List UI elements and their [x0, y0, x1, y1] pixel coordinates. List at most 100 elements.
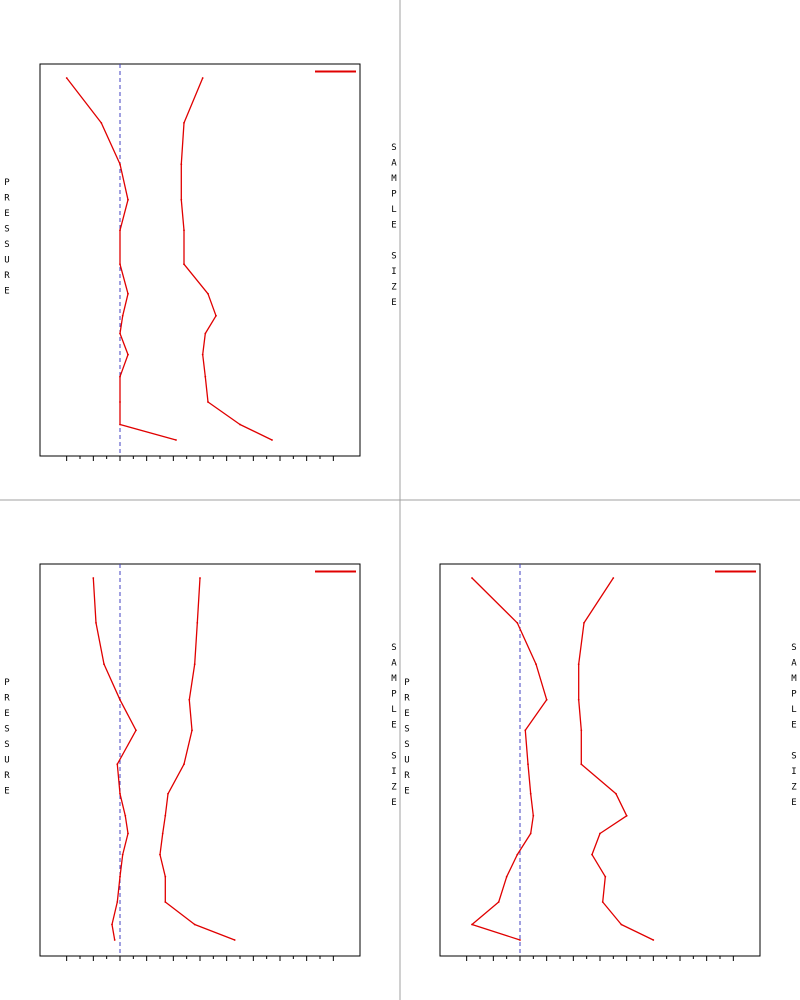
y2-axis-label-letter: A [391, 659, 397, 669]
y-axis-label-letter: R [4, 694, 10, 704]
y2-axis-label-letter: S [391, 752, 396, 762]
data-point-bias [119, 332, 121, 335]
data-point-bias [516, 622, 519, 624]
data-point-bias [119, 401, 121, 403]
y-axis-label-letter: E [4, 287, 9, 297]
data-point-bias [121, 314, 124, 317]
y2-axis-label-letter: I [391, 267, 396, 277]
y-axis-label-letter: U [4, 756, 9, 766]
data-point-bias [103, 663, 105, 665]
y2-axis-label-letter: M [391, 174, 397, 184]
y-axis-label-letter: S [404, 725, 409, 735]
data-point-std-dev [207, 401, 209, 403]
y2-axis-label-letter: P [791, 690, 797, 700]
y-axis-label-letter: E [404, 787, 409, 797]
y2-axis-label-letter: S [391, 143, 396, 153]
y-axis-label-letter: R [404, 694, 410, 704]
data-point-bias [119, 263, 121, 266]
data-point-std-dev [193, 923, 196, 926]
y2-axis-label-letter: I [791, 767, 796, 777]
y2-axis-label-letter: I [391, 767, 396, 777]
y2-axis-label-letter: L [391, 705, 396, 715]
data-point-std-dev [183, 763, 185, 766]
y-axis-label-letter: R [404, 771, 410, 781]
data-point-bias [119, 698, 121, 701]
y-axis-label-letter: E [4, 709, 9, 719]
data-point-bias [121, 853, 124, 856]
data-point-bias [119, 423, 121, 426]
data-point-bias [175, 439, 177, 441]
data-point-bias [497, 901, 500, 903]
data-point-bias [95, 622, 97, 624]
data-point-bias [519, 939, 521, 941]
data-point-bias [516, 853, 519, 856]
data-point-bias [545, 698, 548, 701]
y2-axis-label-letter: Z [391, 283, 397, 293]
data-point-std-dev [180, 198, 183, 201]
data-point-bias [116, 763, 119, 766]
y2-axis-label-letter: P [391, 190, 397, 200]
y2-axis-label-letter: A [791, 659, 797, 669]
data-point-bias [471, 923, 473, 926]
data-point-bias [524, 729, 527, 732]
series-line-std-dev [180, 77, 273, 441]
data-point-std-dev [199, 577, 201, 579]
y2-axis-label-letter: Z [391, 783, 397, 793]
data-point-bias [119, 875, 121, 878]
y2-axis-label-letter: E [391, 221, 396, 231]
data-point-bias [532, 814, 535, 817]
data-point-std-dev [652, 939, 655, 941]
data-point-bias [119, 375, 121, 378]
y2-axis-label-letter: M [391, 674, 397, 684]
y-axis-label-letter: S [4, 725, 9, 735]
y-axis-label-letter: P [4, 678, 10, 688]
y-axis-label-letter: P [404, 678, 410, 688]
y-axis-label-letter: U [404, 756, 409, 766]
data-point-std-dev [583, 622, 585, 624]
series-line-bias [66, 77, 177, 441]
data-point-std-dev [601, 901, 604, 903]
data-point-std-dev [233, 939, 236, 941]
y-axis-label-letter: U [4, 256, 9, 266]
y-axis-label-letter: R [4, 271, 10, 281]
data-point-std-dev [591, 853, 593, 856]
y2-axis-label-letter: S [791, 752, 796, 762]
data-point-std-dev [204, 332, 207, 335]
y2-axis-label-letter: E [391, 721, 396, 731]
y-axis-label-letter: R [4, 771, 10, 781]
y-axis-label-letter: S [4, 740, 9, 750]
y-axis-label-letter: E [4, 787, 9, 797]
data-point-std-dev [239, 423, 241, 426]
data-point-bias [127, 292, 129, 295]
data-point-std-dev [196, 622, 199, 624]
y2-axis-label-letter: E [391, 298, 396, 308]
y-axis-label-letter: S [404, 740, 409, 750]
data-point-std-dev [183, 229, 185, 232]
data-point-bias [113, 939, 116, 941]
data-point-std-dev [577, 698, 580, 701]
data-point-std-dev [577, 663, 580, 665]
data-point-std-dev [612, 577, 615, 579]
data-point-std-dev [207, 292, 209, 295]
data-point-std-dev [625, 814, 628, 817]
data-point-std-dev [620, 923, 623, 926]
data-point-std-dev [180, 163, 183, 166]
data-point-bias [127, 832, 129, 835]
data-point-std-dev [201, 353, 204, 356]
data-point-bias [119, 792, 121, 795]
data-point-bias [111, 923, 113, 926]
y2-axis-label-letter: S [391, 643, 396, 653]
data-point-std-dev [271, 439, 273, 441]
data-point-std-dev [615, 792, 617, 795]
data-point-bias [527, 763, 529, 766]
data-point-bias [127, 198, 129, 201]
data-point-std-dev [604, 875, 607, 878]
data-point-std-dev [188, 698, 191, 701]
data-point-std-dev [580, 763, 583, 766]
series-line-bias [471, 577, 548, 941]
y-axis-label-letter: R [4, 194, 10, 204]
y2-axis-label-letter: E [791, 798, 796, 808]
